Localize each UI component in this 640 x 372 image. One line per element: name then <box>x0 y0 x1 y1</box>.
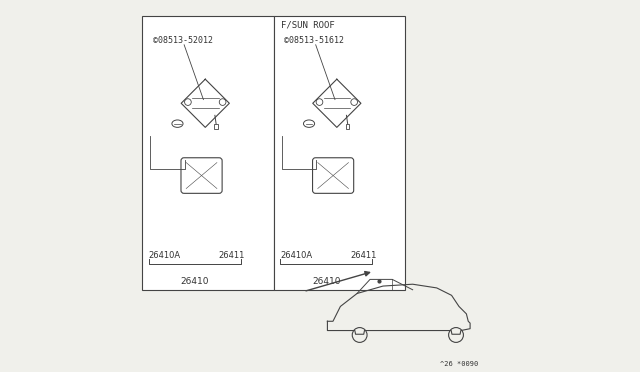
Text: 26410A: 26410A <box>148 251 181 260</box>
Bar <box>142 16 274 290</box>
Text: 26411: 26411 <box>218 251 244 260</box>
Text: ©08513-51612: ©08513-51612 <box>284 36 344 45</box>
Bar <box>214 124 218 129</box>
Text: 26410: 26410 <box>180 277 209 286</box>
Bar <box>274 16 405 290</box>
Text: F/SUN ROOF: F/SUN ROOF <box>281 20 335 29</box>
Text: 26410: 26410 <box>312 277 340 286</box>
Bar <box>346 124 349 129</box>
Text: 26411: 26411 <box>350 251 376 260</box>
Text: ^26 *0090: ^26 *0090 <box>440 361 478 367</box>
Text: ©08513-52012: ©08513-52012 <box>152 36 212 45</box>
Text: 26410A: 26410A <box>280 251 312 260</box>
